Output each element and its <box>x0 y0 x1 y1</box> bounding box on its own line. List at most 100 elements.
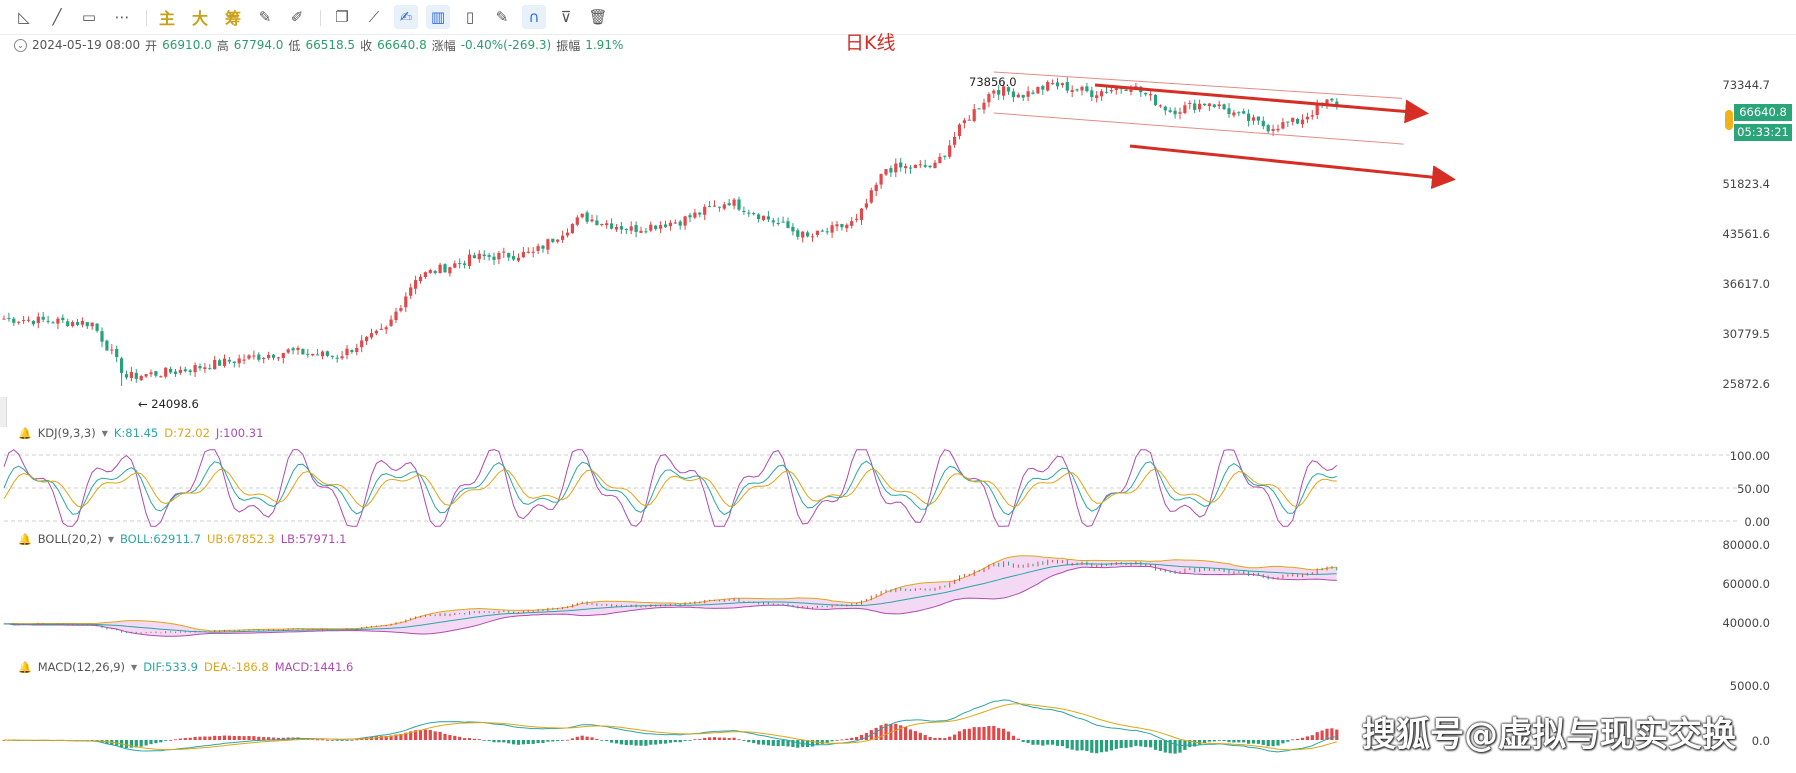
price-axis-tick: 25872.6 <box>1722 377 1770 391</box>
candle-body <box>1144 92 1148 95</box>
macd-histogram-bar <box>1016 738 1020 740</box>
pen-edit-icon[interactable]: ✎ <box>258 8 272 26</box>
bell-icon[interactable]: 🔔 <box>18 532 32 546</box>
price-axis-tick: 30779.5 <box>1722 327 1770 341</box>
candle-body <box>1153 94 1158 106</box>
macd-histogram-bar <box>1237 740 1241 743</box>
macd-histogram-bar <box>1021 740 1025 742</box>
main-force-button[interactable]: 主 <box>158 9 175 28</box>
alert-marker-icon[interactable] <box>1725 110 1733 130</box>
candle-body <box>169 368 173 373</box>
note-edit-icon[interactable]: ✎ <box>495 8 509 26</box>
candle-body <box>810 236 815 238</box>
candle-body <box>840 224 844 228</box>
candle-body <box>365 336 369 342</box>
candlestick-icon[interactable]: ▥ <box>426 5 450 29</box>
macd-histogram-bar <box>1065 740 1069 749</box>
candle-body <box>855 218 859 220</box>
trash-small-icon[interactable]: ▯ <box>465 8 475 26</box>
macd-histogram-bar <box>913 731 917 740</box>
candle-body <box>859 208 864 220</box>
macd-histogram-bar <box>1100 740 1104 753</box>
line-icon[interactable]: ╱ <box>52 8 62 26</box>
kdj-d-line <box>3 468 1337 508</box>
candle-body <box>51 322 55 324</box>
trash-icon[interactable]: 🗑 <box>588 8 608 26</box>
bell-icon[interactable]: 🔔 <box>18 426 32 440</box>
collapse-chevron-icon[interactable]: ⌄ <box>14 38 27 52</box>
boll-lower-line <box>3 565 1337 637</box>
more-icon[interactable]: ⋯ <box>114 8 130 26</box>
brush-icon[interactable]: ✐ <box>290 8 304 26</box>
macd-histogram-bar <box>850 737 854 740</box>
dropdown-caret-icon[interactable]: ▼ <box>107 534 114 544</box>
ohlc-info-bar: ⌄ 2024-05-19 08:00 开 66910.0 高 67794.0 低 66… <box>14 36 623 54</box>
macd-histogram-bar <box>1330 728 1334 740</box>
copy-icon[interactable]: ❐ <box>335 8 349 26</box>
macd-histogram-bar <box>154 740 158 744</box>
macd-histogram-bar <box>1193 740 1197 747</box>
macd-histogram-bar <box>806 740 810 748</box>
big-order-button[interactable]: 大 <box>191 9 208 28</box>
dropdown-caret-icon[interactable]: ▼ <box>101 428 108 438</box>
candle-body <box>546 239 550 250</box>
macd-histogram-bar <box>1242 740 1246 743</box>
candle-body <box>1002 86 1006 96</box>
candle-body <box>257 354 261 360</box>
diagonal-line-icon[interactable]: ◺ <box>18 8 30 26</box>
candle-body <box>761 215 766 221</box>
candle-body <box>997 90 1001 95</box>
macd-histogram-bar <box>1055 740 1060 746</box>
macd-histogram-bar <box>1217 740 1221 741</box>
bell-icon[interactable]: 🔔 <box>18 660 32 674</box>
candle-body <box>512 256 516 260</box>
candle-body <box>1291 117 1295 122</box>
candle-body <box>1188 102 1192 104</box>
macd-histogram-bar <box>561 740 565 741</box>
kdj-axis-tick: 100.00 <box>1729 449 1770 463</box>
macd-histogram-bar <box>1207 740 1211 742</box>
macd-histogram-bar <box>1296 738 1300 740</box>
candle-body <box>355 347 359 352</box>
candle-body <box>673 222 677 224</box>
macd-histogram-bar <box>1305 736 1309 740</box>
magnet-icon[interactable]: ∩ <box>522 5 546 29</box>
macd-histogram-bar <box>335 740 339 741</box>
draw-icon[interactable]: ✍ <box>394 5 418 29</box>
macd-histogram-bar <box>1129 740 1133 748</box>
candle-body <box>75 322 80 325</box>
macd-histogram-bar <box>859 734 864 740</box>
candle-body <box>605 223 609 226</box>
macd-histogram-bar <box>453 735 457 740</box>
macd-histogram-bar <box>908 729 913 740</box>
candle-body <box>913 164 917 169</box>
macd-histogram-bar <box>178 738 182 740</box>
macd-histogram-bar <box>448 735 452 740</box>
macd-histogram-bar <box>977 727 981 740</box>
watermark: 搜狐号@虚拟与现实交换 <box>1362 715 1736 755</box>
macd-histogram-bar <box>1149 740 1153 748</box>
ruler-icon[interactable]: ⟋ <box>368 8 380 26</box>
side-panel-handle[interactable] <box>0 397 7 427</box>
filter-icon[interactable]: ⊽ <box>560 8 572 26</box>
candle-body <box>531 251 535 253</box>
macd-histogram-bar <box>1261 740 1265 745</box>
macd-histogram-bar <box>1222 740 1226 741</box>
macd-histogram-bar <box>810 740 815 747</box>
candle-body <box>521 252 525 258</box>
dropdown-caret-icon[interactable]: ▼ <box>131 662 138 672</box>
candle-body <box>708 206 712 208</box>
macd-histogram-bar <box>585 736 589 740</box>
chip-button[interactable]: 筹 <box>224 9 241 28</box>
countdown-badge: 05:33:21 <box>1734 124 1792 141</box>
candle-body <box>1315 104 1319 116</box>
candle-body <box>923 165 927 167</box>
candle-body <box>218 360 222 366</box>
macd-histogram-bar <box>507 740 511 744</box>
candle-body <box>590 219 594 222</box>
candle-body <box>1065 82 1069 91</box>
macd-histogram-bar <box>257 736 261 740</box>
candle-body <box>1266 125 1270 132</box>
rectangle-icon[interactable]: ▭ <box>81 8 97 26</box>
